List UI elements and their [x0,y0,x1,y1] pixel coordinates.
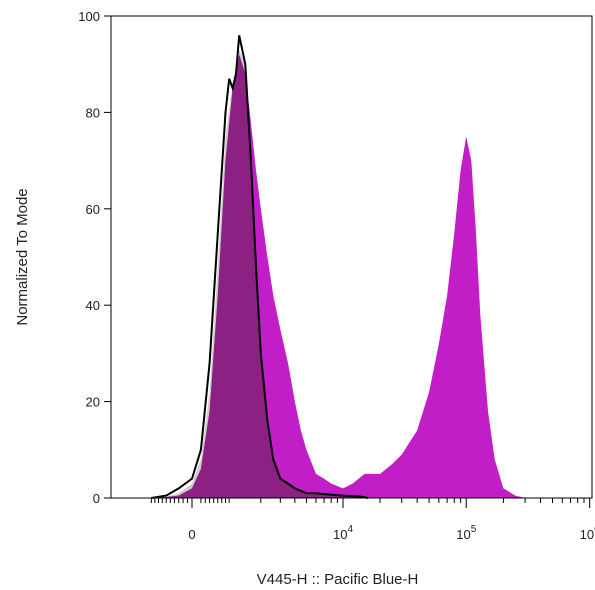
y-tick-label: 40 [86,298,100,313]
y-tick-label: 0 [93,491,100,506]
overlap-region [151,54,369,498]
y-tick-label: 80 [86,105,100,120]
y-tick-label: 20 [86,395,100,410]
x-axis: 0 104 105 106 [150,498,595,542]
x-tick-exponent: 5 [471,524,477,535]
y-tick-label: 100 [78,9,100,24]
y-tick-label: 60 [86,202,100,217]
y-axis-title: Normalized To Mode [14,188,31,325]
plot-area [151,35,526,499]
y-axis: 0 20 40 60 80 100 [78,9,111,506]
plot-frame [110,15,593,499]
x-tick-label: 0 [188,527,195,542]
x-tick-exponent: 4 [347,524,353,535]
x-tick-label: 104 [333,524,353,542]
x-tick-label: 105 [456,524,476,542]
x-tick-label: 106 [580,524,595,542]
isotype-outline [151,35,369,499]
x-axis-title: V445-H :: Pacific Blue-H [257,571,419,588]
